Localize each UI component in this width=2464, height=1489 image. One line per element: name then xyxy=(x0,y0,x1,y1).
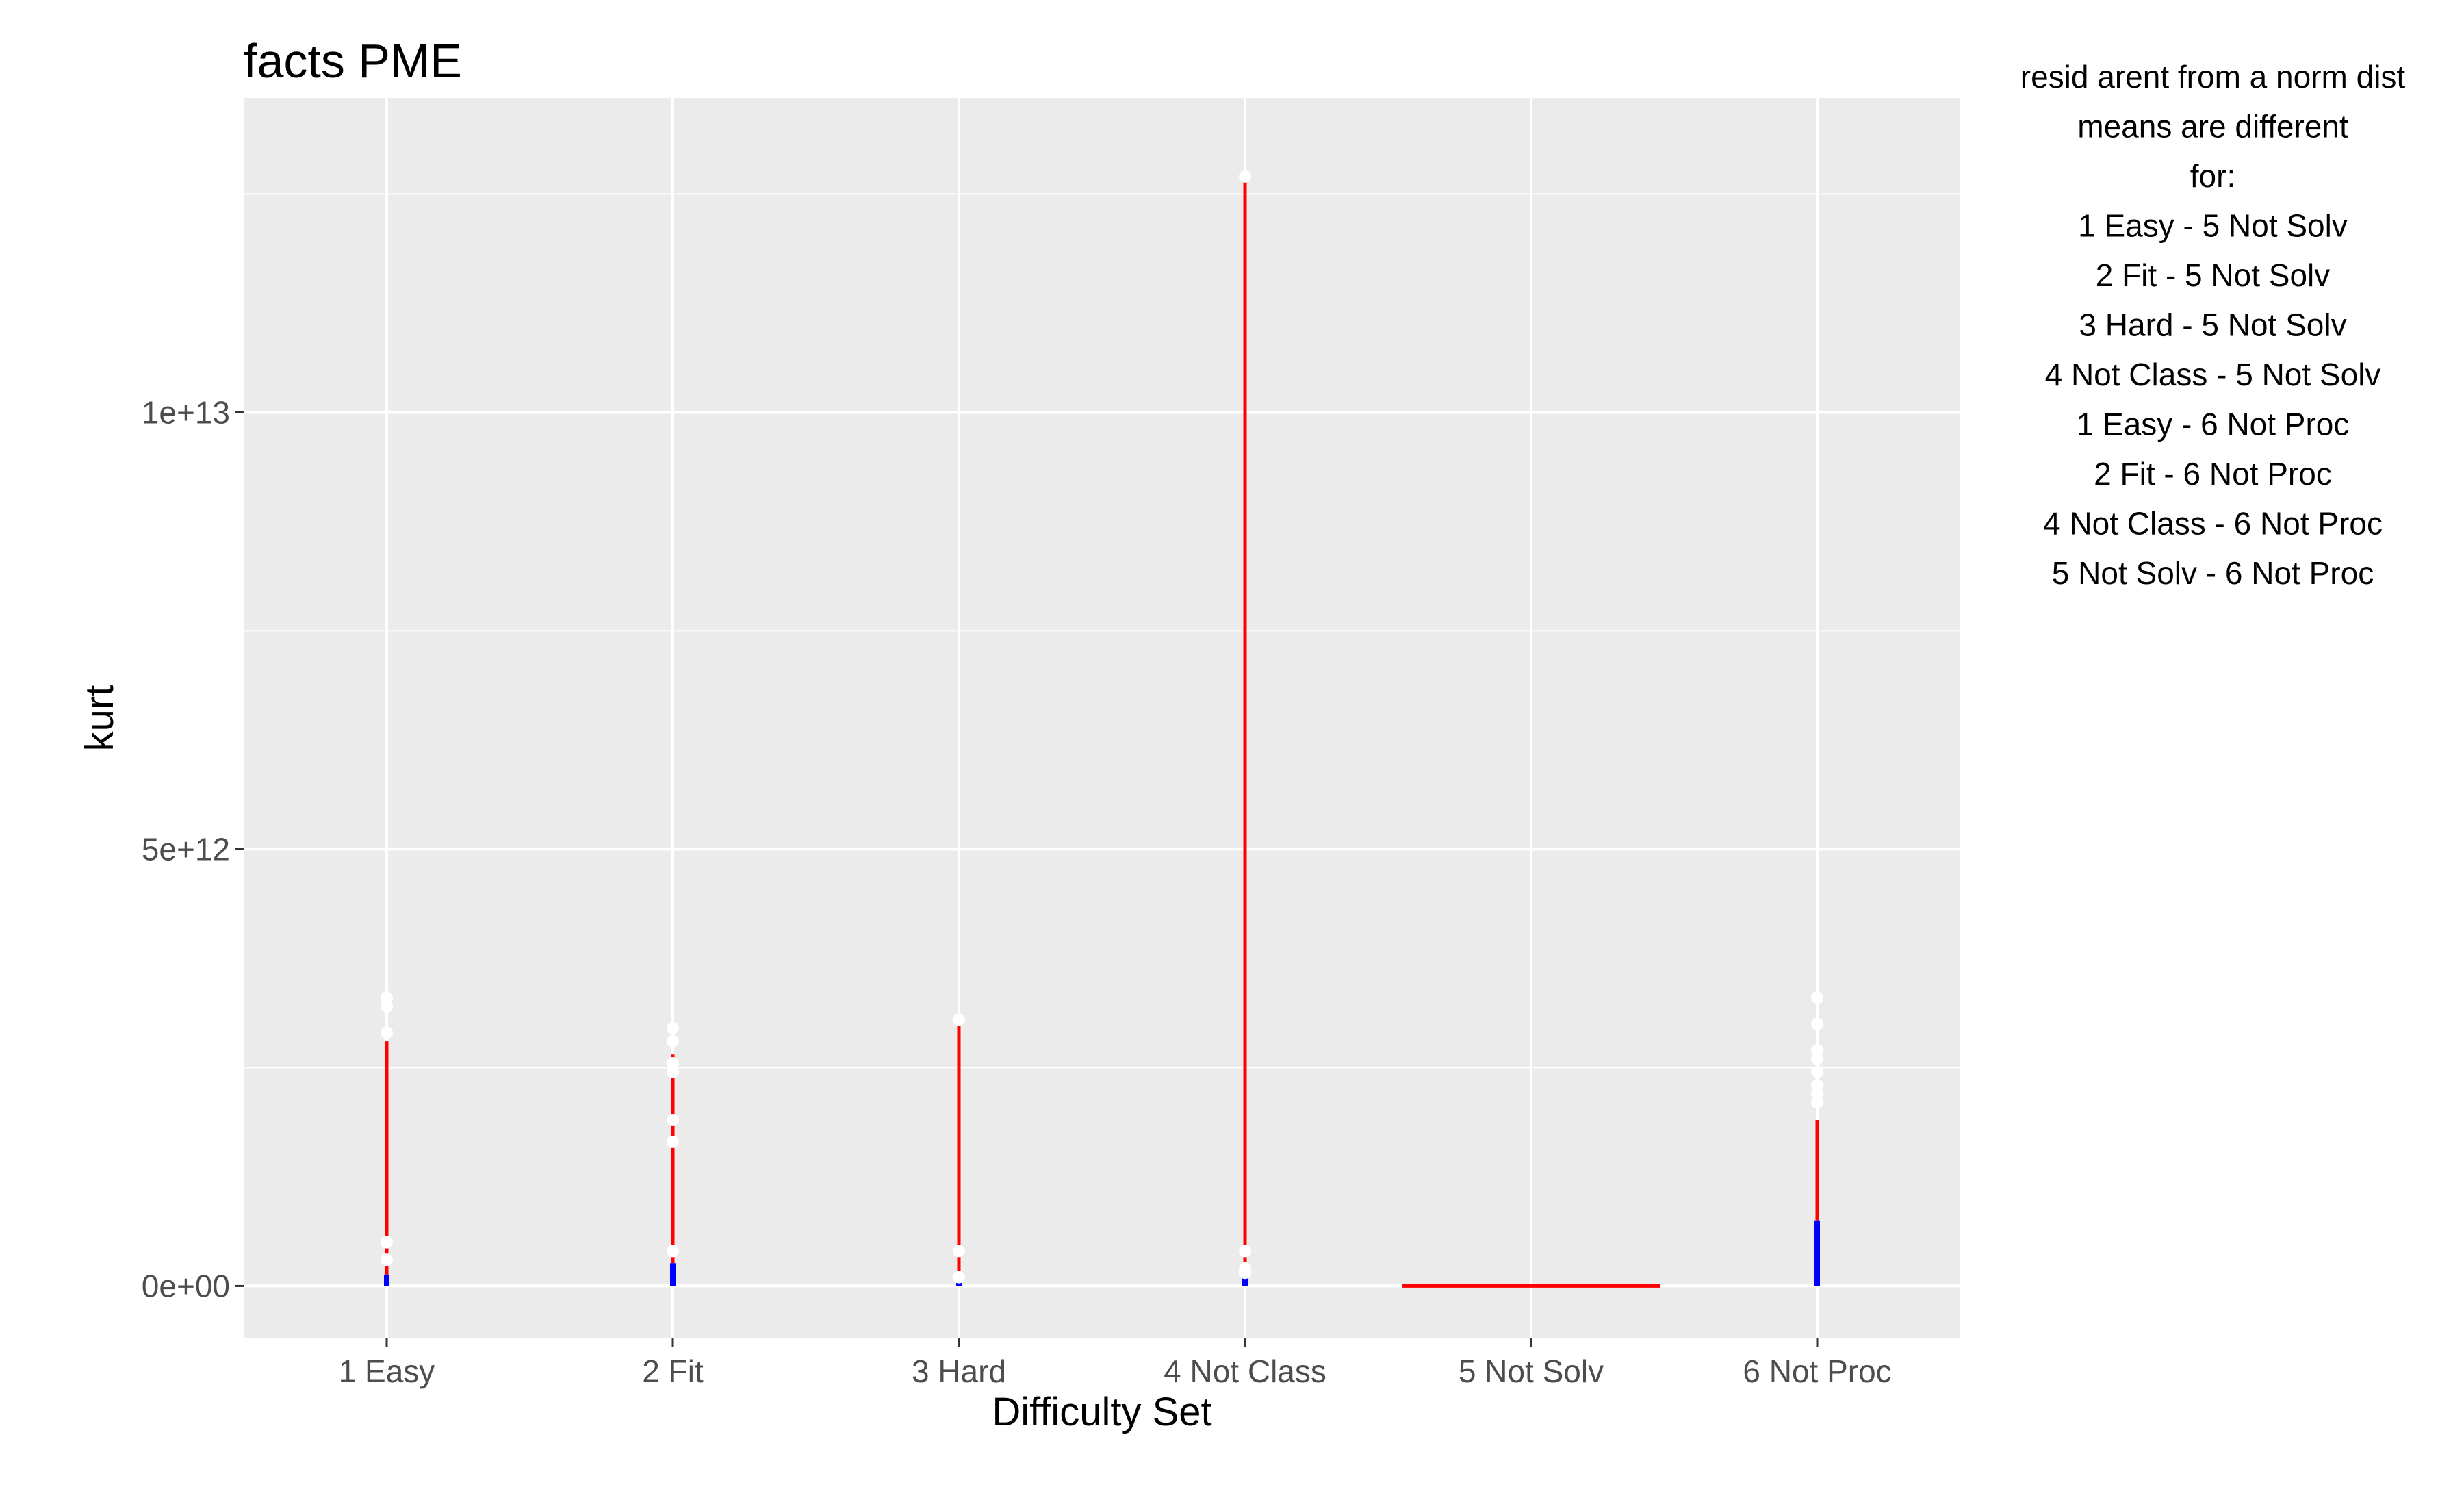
outlier-point xyxy=(953,1245,965,1258)
outlier-point xyxy=(381,991,393,1004)
annotation-line: resid arent from a norm dist xyxy=(2020,59,2406,94)
annotation-line: 3 Hard - 5 Not Solv xyxy=(2079,307,2346,343)
outlier-point xyxy=(1811,1096,1823,1109)
outlier-point xyxy=(667,1065,679,1078)
y-axis: 0e+00 5e+12 1e+13 xyxy=(142,394,244,1303)
plot-panel xyxy=(244,98,1960,1338)
outlier-point xyxy=(667,1057,679,1070)
box-4 xyxy=(1239,170,1251,1286)
annotation-line: 2 Fit - 5 Not Solv xyxy=(2096,257,2331,293)
annotation-line: for: xyxy=(2190,158,2235,194)
outlier-point xyxy=(1239,1245,1251,1258)
annotation-line: 4 Not Class - 6 Not Proc xyxy=(2043,506,2383,542)
annotation-line: 1 Easy - 5 Not Solv xyxy=(2078,208,2348,244)
box-6 xyxy=(1811,991,1823,1286)
outlier-point xyxy=(381,1026,393,1039)
y-tick-label: 1e+13 xyxy=(142,394,230,430)
x-tick-label: 5 Not Solv xyxy=(1459,1353,1604,1389)
x-tick-label: 4 Not Class xyxy=(1164,1353,1326,1389)
boxplot-marks xyxy=(381,170,1823,1288)
outlier-point xyxy=(381,1236,393,1249)
x-tick-label: 6 Not Proc xyxy=(1743,1353,1891,1389)
y-tick-label: 0e+00 xyxy=(142,1268,230,1303)
outlier-point xyxy=(1811,1065,1823,1078)
outlier-point xyxy=(1811,1017,1823,1030)
outlier-point xyxy=(381,1253,393,1267)
x-tick-label: 1 Easy xyxy=(339,1353,435,1389)
minor-gridlines xyxy=(244,193,1960,1069)
x-tick-label: 2 Fit xyxy=(642,1353,704,1389)
outlier-point xyxy=(667,1035,679,1048)
annotation-line: 5 Not Solv - 6 Not Proc xyxy=(2052,555,2374,591)
y-axis-title: kurt xyxy=(77,685,122,752)
x-axis-title: Difficulty Set xyxy=(992,1390,1211,1434)
outlier-point xyxy=(1811,1043,1823,1056)
outlier-point xyxy=(667,1113,679,1126)
x-axis: 1 Easy 2 Fit 3 Hard 4 Not Class 5 Not Solv 6 … xyxy=(339,1338,1892,1389)
outlier-point xyxy=(667,1245,679,1258)
outlier-point xyxy=(381,1000,393,1013)
outlier-point xyxy=(1811,991,1823,1004)
outlier-point xyxy=(953,1013,965,1026)
outlier-point xyxy=(1811,1087,1823,1100)
box-1 xyxy=(381,991,393,1286)
annotation-line: 1 Easy - 6 Not Proc xyxy=(2077,407,2350,442)
outlier-point xyxy=(1239,1267,1251,1280)
annotation-text: resid arent from a norm dist means are di… xyxy=(2020,59,2406,591)
x-tick-label: 3 Hard xyxy=(912,1353,1006,1389)
outlier-point xyxy=(953,1271,965,1284)
outlier-point xyxy=(1239,170,1251,183)
y-tick-label: 5e+12 xyxy=(142,831,230,867)
outlier-point xyxy=(667,1022,679,1034)
annotation-line: 2 Fit - 6 Not Proc xyxy=(2094,456,2332,492)
outlier-point xyxy=(1811,1052,1823,1065)
box-2 xyxy=(667,1022,679,1286)
outlier-point xyxy=(1811,1078,1823,1091)
annotation-line: 4 Not Class - 5 Not Solv xyxy=(2045,357,2381,392)
annotation-line: means are different xyxy=(2077,109,2348,144)
outlier-point xyxy=(667,1135,679,1148)
chart-title: facts PME xyxy=(244,34,462,88)
box-3 xyxy=(953,1013,965,1286)
